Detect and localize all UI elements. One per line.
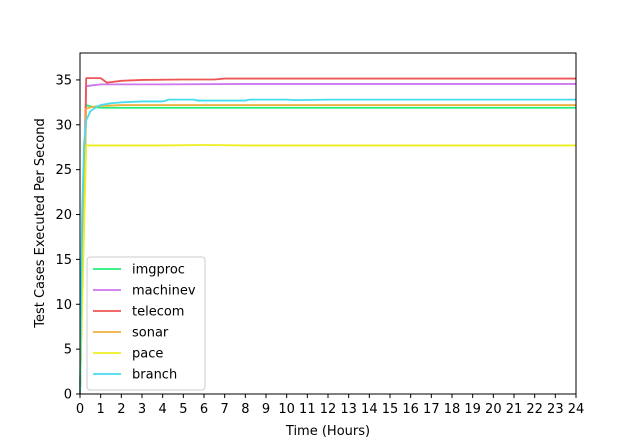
legend-label-imgproc: imgproc [132, 263, 185, 278]
x-tick-label: 11 [299, 402, 316, 417]
x-tick-label: 22 [526, 402, 543, 417]
x-tick-label: 21 [506, 402, 523, 417]
x-tick-label: 8 [241, 402, 249, 417]
y-axis: 0 5 10 15 20 25 30 35 [55, 73, 80, 403]
y-tick-label: 10 [55, 298, 72, 313]
x-axis-label: Time (Hours) [285, 424, 370, 439]
legend-label-pace: pace [132, 347, 163, 362]
x-tick-label: 12 [320, 402, 337, 417]
legend: imgproc machinev telecom sonar pace branch [86, 256, 206, 391]
series-line-sonar [79, 104, 576, 395]
x-tick-label: 7 [221, 402, 229, 417]
legend-label-branch: branch [132, 368, 177, 383]
series-lines [79, 77, 576, 395]
x-tick-label: 17 [423, 402, 440, 417]
y-tick-label: 5 [64, 343, 72, 358]
x-tick-label: 13 [340, 402, 357, 417]
x-tick-label: 6 [200, 402, 208, 417]
x-tick-label: 23 [547, 402, 564, 417]
y-tick-label: 15 [55, 253, 72, 268]
y-tick-label: 20 [55, 208, 72, 223]
x-tick-label: 16 [402, 402, 419, 417]
x-tick-label: 2 [117, 402, 125, 417]
y-tick-label: 0 [64, 388, 72, 403]
x-tick-label: 0 [76, 402, 84, 417]
legend-label-sonar: sonar [132, 326, 169, 341]
legend-label-machinev: machinev [132, 284, 196, 299]
x-axis: 0 1 2 3 4 5 6 7 8 9 10 11 12 13 14 15 16 17 18 19 20 21 22 23 24 [76, 394, 584, 417]
y-tick-label: 25 [55, 163, 72, 178]
series-line-imgproc [79, 104, 576, 395]
x-tick-label: 24 [568, 402, 585, 417]
x-tick-label: 4 [159, 402, 167, 417]
x-tick-label: 5 [179, 402, 187, 417]
x-tick-label: 14 [361, 402, 378, 417]
x-tick-label: 9 [262, 402, 270, 417]
x-tick-label: 19 [464, 402, 481, 417]
x-tick-label: 3 [138, 402, 146, 417]
series-line-machinev [79, 83, 576, 395]
series-line-pace [79, 144, 576, 395]
series-line-telecom [79, 77, 576, 395]
y-tick-label: 35 [55, 73, 72, 88]
series-line-branch [79, 98, 576, 395]
x-tick-label: 20 [485, 402, 502, 417]
x-tick-label: 18 [444, 402, 461, 417]
y-axis-label: Test Cases Executed Per Second [33, 118, 48, 329]
y-tick-label: 30 [55, 118, 72, 133]
x-tick-label: 1 [97, 402, 105, 417]
x-tick-label: 10 [278, 402, 295, 417]
x-tick-label: 15 [382, 402, 399, 417]
legend-label-telecom: telecom [132, 305, 184, 320]
